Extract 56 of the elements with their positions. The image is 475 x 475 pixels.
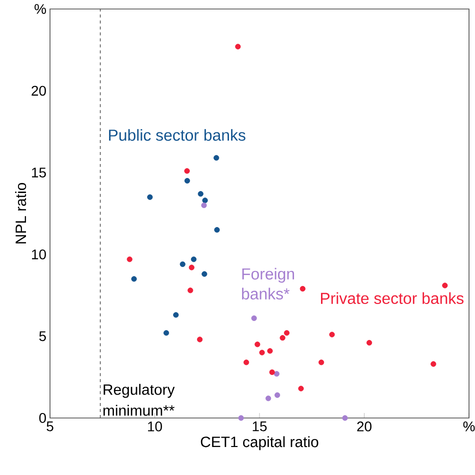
x-axis-title: CET1 capital ratio — [200, 436, 318, 450]
point — [126, 256, 132, 262]
point — [318, 360, 324, 366]
point — [300, 286, 306, 292]
point — [254, 342, 260, 348]
point — [201, 202, 207, 208]
x-tick-label: 10 — [148, 422, 162, 432]
point — [284, 330, 290, 336]
series-label: Foreign banks* — [242, 268, 294, 300]
point — [202, 271, 208, 277]
point — [184, 178, 190, 184]
x-tick-label: 5 — [46, 422, 54, 432]
point — [190, 256, 197, 262]
point — [147, 194, 153, 200]
y-tick-label: % — [34, 4, 46, 14]
point — [329, 332, 335, 338]
x-tick-label: % — [463, 422, 475, 432]
point — [238, 415, 244, 421]
point — [180, 261, 186, 268]
point — [259, 350, 265, 356]
x-tick-label: 20 — [357, 422, 372, 432]
y-tick-label: 0 — [39, 413, 46, 423]
point — [267, 348, 273, 354]
point — [274, 392, 280, 398]
y-tick-label: 15 — [32, 168, 46, 178]
ref-line-label: Regulatory minimum** — [103, 384, 175, 416]
point — [235, 44, 241, 50]
series-label: Public sector banks — [109, 129, 246, 141]
point — [442, 282, 448, 288]
series-label: Private sector banks — [321, 292, 464, 304]
point — [366, 340, 372, 346]
point — [197, 336, 203, 342]
y-tick-label: 10 — [32, 249, 46, 260]
point — [131, 276, 137, 282]
point — [342, 415, 348, 421]
point — [188, 264, 194, 270]
point — [251, 315, 257, 321]
point — [274, 371, 280, 377]
x-tick-label: 15 — [252, 422, 267, 432]
point — [266, 396, 272, 402]
point — [430, 361, 436, 367]
point — [184, 168, 190, 174]
point — [214, 227, 220, 233]
point — [298, 386, 304, 392]
y-tick-label: 20 — [32, 86, 46, 96]
point — [198, 191, 204, 197]
point — [269, 369, 275, 375]
point — [214, 155, 220, 161]
point — [202, 198, 208, 204]
point — [280, 335, 286, 341]
y-tick-label: 5 — [39, 331, 46, 342]
point — [244, 360, 250, 366]
point — [173, 312, 179, 318]
point — [163, 330, 170, 336]
y-axis-title: NPL ratio — [15, 182, 26, 244]
point — [188, 288, 194, 294]
